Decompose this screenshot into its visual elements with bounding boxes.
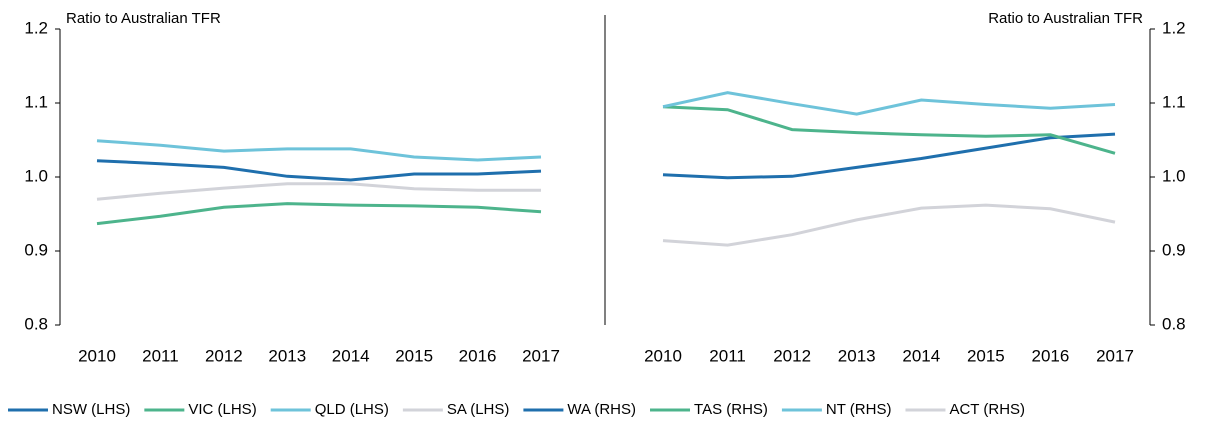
y-tick-label: 0.9 (1162, 240, 1186, 259)
line-series (662, 203, 1116, 247)
line-series (96, 182, 541, 201)
legend-label: NT (RHS) (826, 401, 892, 418)
y-tick-label: 1.1 (1162, 92, 1186, 111)
line-series (96, 159, 542, 182)
x-tick-label: 2014 (332, 346, 370, 365)
legend-label: NSW (LHS) (52, 401, 130, 418)
legend-label: VIC (LHS) (188, 401, 256, 418)
x-tick-label: 2013 (268, 346, 306, 365)
legend-label: TAS (RHS) (694, 401, 768, 418)
x-tick-label: 2012 (773, 346, 811, 365)
line-series (662, 105, 1116, 155)
x-tick-label: 2016 (1032, 346, 1070, 365)
x-tick-label: 2014 (902, 346, 940, 365)
x-tick-label: 2015 (395, 346, 433, 365)
y-tick-label: 0.8 (24, 314, 48, 333)
x-tick-label: 2011 (709, 346, 746, 365)
y-tick-label: 1.1 (24, 92, 48, 111)
y-tick-label: 0.8 (1162, 314, 1186, 333)
x-tick-label: 2013 (838, 346, 876, 365)
x-tick-label: 2010 (78, 346, 116, 365)
y-tick-label: 1.2 (24, 18, 48, 37)
x-tick-label: 2011 (142, 346, 179, 365)
y-tick-label: 1.2 (1162, 18, 1186, 37)
y-tick-label: 1.0 (1162, 166, 1186, 185)
y-tick-label: 1.0 (24, 166, 48, 185)
legend-label: ACT (RHS) (949, 401, 1025, 418)
line-series (662, 91, 1116, 116)
legend-label: QLD (LHS) (315, 401, 389, 418)
y-tick-label: 0.9 (24, 240, 48, 259)
y-axis-label: Ratio to Australian TFR (66, 10, 221, 27)
x-tick-label: 2017 (1096, 346, 1134, 365)
x-tick-label: 2015 (967, 346, 1005, 365)
legend-label: SA (LHS) (447, 401, 510, 418)
x-tick-label: 2012 (205, 346, 243, 365)
x-tick-label: 2017 (522, 346, 560, 365)
x-tick-label: 2010 (644, 346, 682, 365)
legend-label: WA (RHS) (567, 401, 636, 418)
line-series (96, 202, 542, 226)
line-series (662, 132, 1116, 180)
y-axis-label: Ratio to Australian TFR (988, 10, 1143, 27)
x-tick-label: 2016 (459, 346, 497, 365)
line-series (96, 139, 542, 162)
